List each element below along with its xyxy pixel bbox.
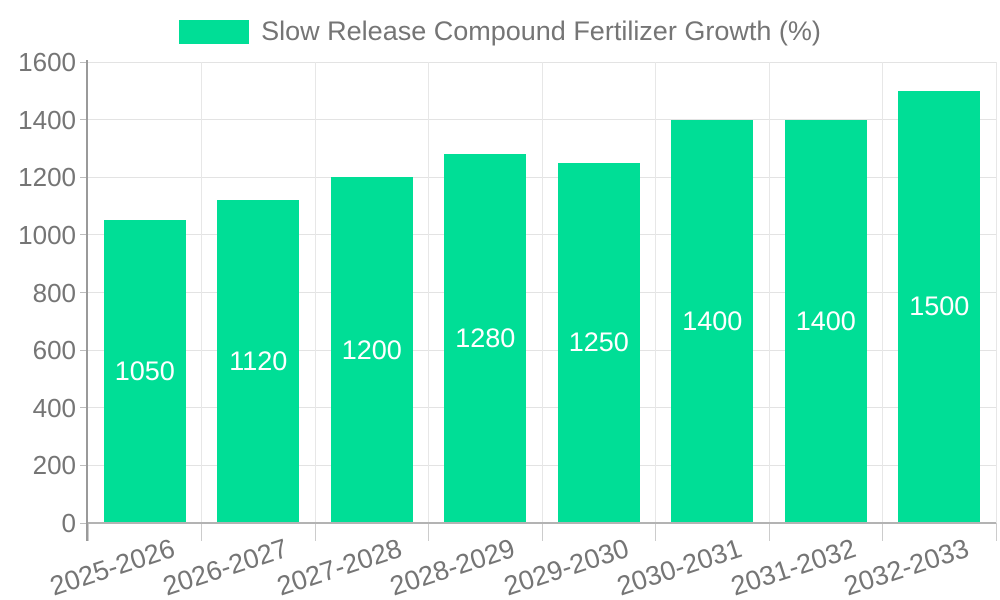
x-axis-tick (995, 523, 997, 541)
gridline-vertical (428, 62, 429, 523)
y-axis-tick-label: 1400 (18, 104, 76, 135)
bar[interactable]: 1250 (557, 162, 640, 523)
x-axis-label: 2032-2033 (840, 533, 973, 600)
y-axis-tick (80, 292, 88, 293)
legend[interactable]: Slow Release Compound Fertilizer Growth … (0, 16, 1000, 47)
y-axis-tick-label: 1200 (18, 162, 76, 193)
x-axis-label: 2026-2027 (159, 533, 292, 600)
bar-value-label: 1500 (909, 291, 970, 322)
y-axis-tick-label: 1600 (18, 47, 76, 77)
y-axis-tick (80, 234, 88, 236)
x-axis-label: 2031-2032 (726, 533, 860, 600)
bar-value-label: 1400 (682, 305, 743, 336)
x-axis-label: 2030-2031 (613, 533, 746, 600)
bar-value-label: 1280 (455, 323, 516, 354)
x-axis-label: 2029-2030 (499, 533, 633, 600)
y-axis-tick-label: 800 (32, 277, 76, 308)
bar-value-label: 1250 (568, 327, 629, 358)
bar-value-label: 1400 (795, 305, 856, 336)
y-axis-tick-label: 0 (61, 508, 76, 538)
x-axis-label: 2027-2028 (272, 533, 406, 600)
x-axis-label: 2025-2026 (45, 533, 179, 600)
x-axis-tick (655, 523, 656, 541)
bar[interactable]: 1200 (330, 177, 413, 523)
gridline-vertical (541, 62, 543, 523)
y-axis-tick (80, 349, 88, 351)
gridline-vertical (882, 62, 883, 523)
gridline-vertical (314, 62, 316, 523)
y-axis-tick-label: 200 (32, 450, 76, 481)
bar[interactable]: 1280 (444, 154, 527, 523)
x-axis-tick (768, 523, 770, 541)
y-axis-tick (80, 407, 88, 409)
x-axis-tick (314, 523, 316, 541)
x-axis-tick (541, 523, 543, 541)
gridline-vertical (995, 62, 997, 523)
bar-value-label: 1200 (341, 334, 402, 365)
y-axis-tick-label: 600 (32, 335, 76, 366)
x-axis-line (88, 522, 996, 524)
bar-value-label: 1050 (114, 356, 175, 387)
bar-value-label: 1120 (229, 346, 288, 377)
legend-label: Slow Release Compound Fertilizer Growth … (261, 16, 821, 46)
bar[interactable]: 1400 (784, 119, 867, 523)
bar[interactable]: 1120 (217, 200, 300, 523)
y-axis-line (86, 60, 88, 541)
gridline-vertical (655, 62, 656, 523)
x-axis-tick (87, 523, 89, 541)
x-axis-tick (882, 523, 883, 541)
gridline-vertical (201, 62, 202, 523)
bar[interactable]: 1050 (103, 220, 186, 523)
bar[interactable]: 1500 (898, 90, 981, 523)
y-axis-tick (80, 176, 88, 178)
gridline-vertical (768, 62, 770, 523)
x-axis-tick (428, 523, 429, 541)
y-axis-tick (80, 119, 88, 121)
x-axis-tick (201, 523, 202, 541)
y-axis-tick-label: 1000 (18, 219, 76, 250)
bar[interactable]: 1400 (671, 119, 754, 523)
y-axis-tick (80, 522, 88, 524)
legend-swatch-icon (179, 19, 250, 44)
y-axis-tick-label: 400 (32, 392, 76, 423)
y-axis-tick (80, 464, 88, 466)
y-axis-tick (80, 61, 88, 63)
x-axis-label: 2028-2029 (386, 533, 519, 600)
